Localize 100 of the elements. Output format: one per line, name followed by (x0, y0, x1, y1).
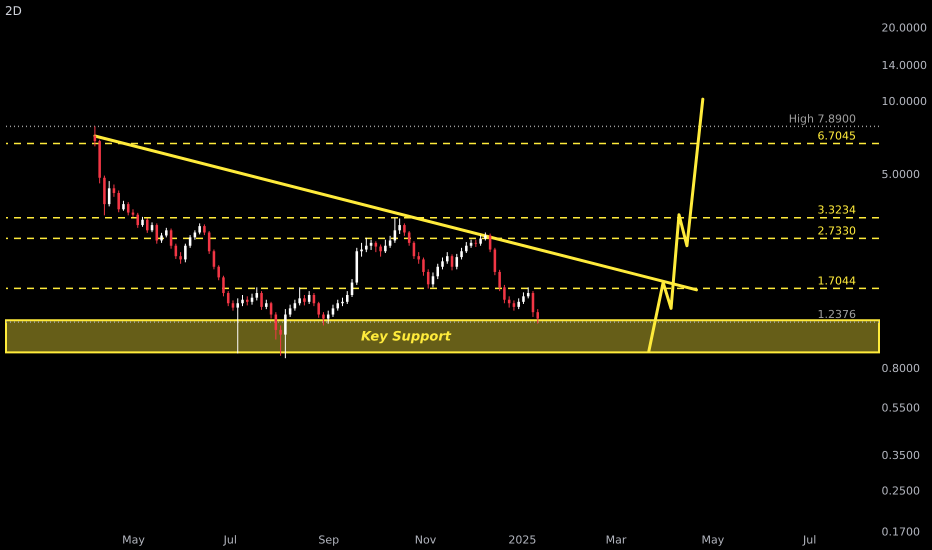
candlestick (532, 290, 534, 318)
candlestick (284, 308, 287, 359)
y-tick-label: 0.8000 (882, 362, 920, 375)
candlestick (174, 243, 178, 260)
candlestick (365, 237, 368, 253)
candlestick (170, 228, 172, 250)
candlestick (408, 230, 410, 246)
ref-line-label: 1.2376 (818, 308, 856, 322)
candlestick (265, 299, 268, 310)
candlestick (212, 249, 216, 270)
candlestick (108, 180, 110, 207)
candlestick (260, 290, 263, 310)
candlestick (217, 264, 220, 281)
candlestick (446, 252, 449, 264)
x-tick-label: May (122, 534, 146, 546)
candlestick (460, 247, 463, 260)
ref-line-label: High 7.8900 (788, 112, 856, 126)
y-tick-label: 20.0000 (882, 22, 927, 34)
candlestick (360, 242, 363, 258)
candlestick (488, 233, 492, 253)
candlestick (374, 240, 378, 253)
candlestick (336, 299, 340, 312)
candlestick (517, 298, 520, 310)
candlestick (426, 268, 430, 290)
candlestick (236, 298, 240, 354)
candlestick (246, 296, 249, 306)
candlestick (241, 294, 244, 307)
candlestick (279, 324, 282, 356)
y-tick-label: 10.0000 (882, 94, 927, 108)
candlestick (308, 290, 310, 304)
candlestick (536, 308, 540, 324)
candlestick (412, 240, 416, 260)
candlestick (179, 252, 182, 264)
candlestick (379, 244, 382, 258)
candlestick (274, 312, 278, 340)
x-tick-label: Sep (318, 534, 340, 546)
y-tick-label: 0.5500 (882, 401, 920, 414)
x-tick-label: Mar (606, 534, 627, 546)
candlestick (346, 290, 349, 304)
candlestick (322, 312, 325, 326)
candlestick (208, 230, 210, 254)
candlestick (141, 216, 144, 228)
y-tick-label: 5.0000 (882, 168, 920, 182)
x-tick-label: Jul (222, 534, 237, 546)
candlestick (498, 269, 501, 292)
candlestick (194, 230, 196, 240)
candlestick (312, 292, 316, 307)
candlestick (165, 227, 168, 238)
candlestick (288, 304, 292, 318)
candlestick (256, 286, 258, 301)
candlestick (388, 235, 392, 248)
candlestick (441, 257, 444, 270)
candlestick (432, 272, 434, 288)
candlestick (526, 286, 530, 299)
candlestick (222, 275, 225, 297)
candlestick (136, 212, 140, 228)
candlestick (522, 292, 525, 304)
candlestick (94, 126, 96, 147)
chart-title: 2D (5, 4, 22, 18)
candlestick (156, 222, 158, 244)
y-tick-label: 0.1700 (882, 526, 920, 538)
candlestick (436, 263, 440, 280)
candlestick (150, 222, 154, 233)
candlestick (303, 294, 306, 306)
candlestick (226, 290, 230, 307)
ref-line-label: 1.7044 (818, 274, 856, 288)
candlestick (317, 301, 320, 318)
y-tick-label: 14.0000 (882, 59, 927, 72)
candlestick (326, 310, 330, 324)
candlestick (422, 257, 425, 276)
candlestick (450, 254, 454, 271)
band-label: Key Support (361, 329, 452, 344)
candlestick (350, 278, 354, 298)
candlestick (184, 243, 187, 263)
candlestick (112, 184, 116, 198)
y-tick-label: 0.2500 (882, 484, 920, 498)
candlestick (503, 284, 506, 304)
candlestick (270, 301, 272, 320)
x-tick-label: Nov (414, 534, 437, 546)
candlestick (398, 218, 401, 234)
candlestick (198, 222, 201, 235)
candlestick (298, 286, 301, 306)
ref-line-label: 3.3234 (818, 204, 856, 217)
candlestick (160, 232, 163, 244)
candlestick (203, 224, 206, 236)
candlestick (417, 252, 420, 264)
candlestick (479, 234, 482, 246)
candlestick (384, 239, 387, 254)
y-tick-label: 0.3500 (882, 449, 920, 462)
candlestick (250, 293, 254, 306)
ref-line-label: 2.7330 (818, 224, 856, 238)
x-tick-label: May (701, 534, 725, 546)
candlestick (232, 300, 234, 312)
candlestick (126, 202, 130, 216)
candlestick (403, 222, 406, 236)
ref-line-label: 6.7045 (818, 130, 856, 143)
candlestick (188, 234, 192, 248)
candlestick (122, 200, 125, 212)
candlestick (394, 217, 396, 244)
x-tick-label: Jul (802, 534, 816, 546)
